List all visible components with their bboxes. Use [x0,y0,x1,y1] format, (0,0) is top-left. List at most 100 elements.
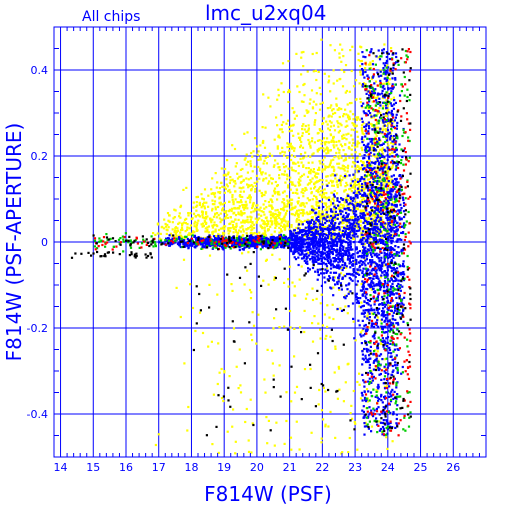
yellow-point [356,145,359,148]
blue-point [355,262,358,265]
blue-point [329,210,333,213]
yellow-point [288,309,292,313]
blue-point [357,301,360,305]
blue-point [344,219,347,222]
blue-point [360,335,363,338]
yellow-point [344,185,347,188]
yellow-point [249,218,252,221]
yellow-point [344,305,347,308]
blue-point [208,243,211,246]
blue-point [293,229,296,232]
yellow-point [323,156,326,159]
yellow-point [303,82,306,86]
blue-point [349,222,352,225]
yellow-point [252,210,255,213]
blue-point [353,235,356,238]
yellow-point [336,183,339,186]
yellow-point [275,216,278,219]
yellow-point [192,230,195,233]
blue-point [317,219,320,222]
yellow-point [306,293,309,296]
yellow-point [178,234,181,237]
blue-point [328,225,331,228]
yellow-point [357,178,360,181]
yellow-point [235,222,238,225]
yellow-point [359,60,362,63]
yellow-point [354,339,357,342]
blue-point [318,251,321,254]
yellow-point [236,201,239,204]
yellow-point [354,167,357,170]
yellow-point [169,232,172,235]
blue-point [377,216,380,219]
yellow-point [203,217,206,220]
blue-point [303,259,306,263]
yellow-point [276,124,279,127]
blue-point [349,245,352,248]
yellow-point [197,214,200,217]
yellow-point [326,123,329,126]
blue-point [380,238,383,242]
yellow-point [337,236,340,240]
yellow-point [326,325,329,328]
yellow-point [352,118,355,121]
yellow-point [359,45,362,48]
yellow-point [385,164,388,167]
yellow-point [377,151,380,154]
blue-point [341,210,344,213]
yellow-point [297,184,301,187]
blue-point [312,237,315,240]
yellow-point [321,130,324,133]
blue-point [399,316,402,319]
yellow-point [376,120,379,124]
yellow-point [291,107,294,110]
yellow-point [238,229,241,232]
yellow-point [376,220,379,223]
blue-point [320,284,323,287]
blue-point [259,243,262,246]
yellow-point [187,214,190,217]
yellow-point [186,223,189,226]
yellow-point [235,235,239,238]
yellow-point [324,390,327,393]
yellow-point [239,226,242,229]
yellow-point [219,203,222,206]
blue-point [171,242,174,245]
yellow-point [327,75,331,78]
blue-point [336,240,339,243]
blue-point [342,255,345,258]
yellow-point [324,148,327,151]
blue-point [378,210,381,213]
yellow-point [317,148,321,151]
yellow-point [243,208,246,211]
yellow-point [250,206,254,210]
yellow-point [265,258,268,261]
yellow-point [335,140,338,143]
blue-point [341,216,344,219]
yellow-point [277,135,280,138]
yellow-point [309,144,312,147]
blue-point [375,252,378,255]
blue-point [400,231,403,234]
yellow-point [260,210,263,213]
yellow-point [196,222,199,225]
blue-point [331,243,334,247]
blue-point [370,235,373,238]
yellow-point [234,214,238,217]
blue-point [295,240,298,243]
yellow-point [201,210,204,213]
blue-point [320,223,323,226]
yellow-point [305,155,308,158]
yellow-point [330,115,333,118]
blue-point [392,182,395,186]
blue-point [320,257,323,260]
blue-point [332,294,335,297]
blue-point [326,184,329,187]
blue-point [397,224,400,227]
yellow-point [339,203,343,206]
yellow-point [339,206,342,209]
yellow-point [302,195,305,198]
blue-point [380,222,383,225]
yellow-point [229,216,232,219]
blue-point [356,215,359,219]
